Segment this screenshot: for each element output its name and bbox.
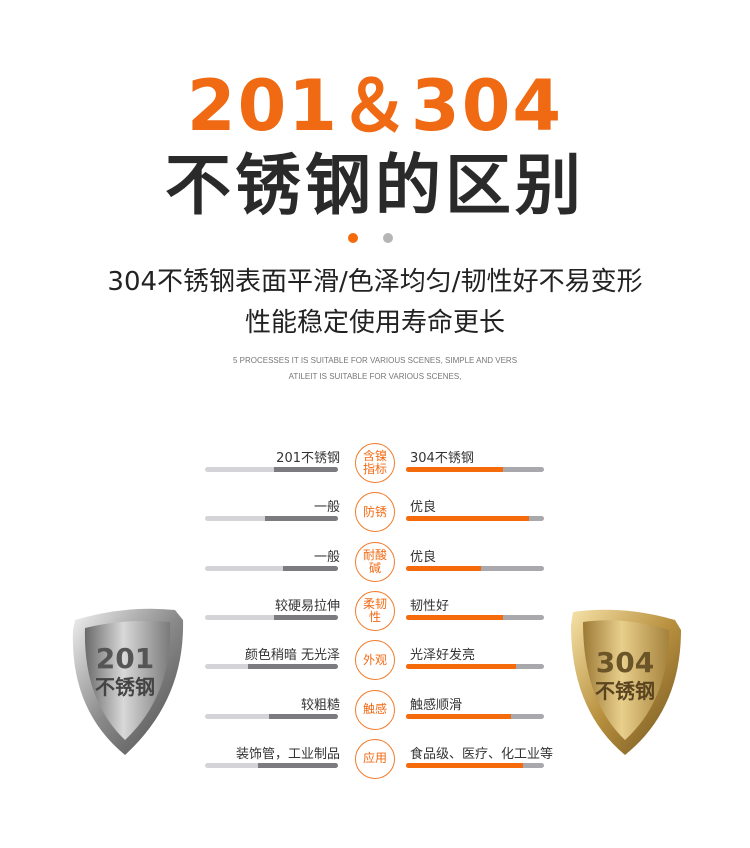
right-label: 韧性好 (410, 598, 450, 614)
comparison-row: 颜色稍暗 无光泽 外观 光泽好发亮 (0, 640, 750, 684)
category-badge: 柔韧性 (355, 590, 395, 631)
pagination-dot[interactable] (383, 233, 393, 243)
left-level-bar (205, 516, 338, 522)
right-label: 触感顺滑 (410, 697, 463, 713)
left-level-fill (258, 762, 338, 768)
comparison-row: 一般 耐酸碱 优良 (0, 541, 750, 586)
category-label: 耐酸碱 (362, 547, 387, 575)
shield-201-number: 201 (96, 642, 154, 675)
left-label: 颜色稍暗 无光泽 (244, 648, 340, 664)
subtitle-line-2: 性能稳定使用寿命更长 (244, 308, 505, 338)
right-level-fill (406, 762, 524, 768)
right-level-bar (406, 516, 544, 522)
left-level-fill (274, 614, 338, 620)
right-level-fill (406, 614, 503, 620)
left-label: 较硬易拉伸 (274, 598, 340, 614)
english-caption-2: ATILEIT IS SUITABLE FOR VARIOUS SCENES, (288, 372, 462, 381)
left-level-fill (264, 516, 338, 522)
shield-304-text: 不锈钢 (595, 679, 655, 703)
right-label: 食品级、医疗、化工业等 (410, 746, 554, 762)
right-level-bar (406, 713, 544, 719)
left-label: 装饰管，工业制品 (235, 746, 340, 762)
left-label: 一般 (313, 500, 340, 516)
category-badge: 触感 (355, 689, 395, 730)
category-label: 应用 (362, 751, 387, 766)
category-label: 防锈 (362, 504, 387, 519)
right-label: 优良 (410, 549, 437, 565)
left-level-fill (247, 664, 338, 670)
pagination-dot-active[interactable] (348, 233, 358, 243)
category-badge: 应用 (355, 738, 395, 779)
shield-304-icon: 304 不锈钢 (571, 609, 681, 755)
category-badge: 外观 (355, 640, 395, 681)
category-label: 外观 (362, 652, 387, 667)
english-caption-1: 5 PROCESSES IT IS SUITABLE FOR VARIOUS S… (232, 356, 518, 365)
left-label: 一般 (313, 549, 340, 565)
left-level-bar (205, 664, 338, 670)
category-badge: 耐酸碱 (355, 541, 395, 582)
shield-304-number: 304 (596, 646, 654, 679)
left-level-bar (205, 762, 338, 768)
right-level-bar (406, 614, 544, 620)
title-line-2: 不锈钢的区别 (165, 147, 585, 224)
left-level-fill (274, 467, 338, 472)
left-level-bar (205, 467, 338, 472)
right-level-fill (406, 713, 511, 719)
right-label: 优良 (410, 500, 437, 516)
title-line-1: 201＆304 (186, 65, 564, 147)
right-label: 光泽好发亮 (410, 648, 476, 664)
right-level-bar (406, 565, 544, 571)
right-level-fill (406, 516, 529, 522)
left-level-bar (205, 565, 338, 571)
right-level-bar (406, 762, 544, 768)
left-level-bar (205, 614, 338, 620)
category-label: 柔韧性 (362, 596, 387, 624)
shield-201-icon: 201 不锈钢 (72, 608, 184, 755)
left-level-fill (268, 713, 338, 719)
left-label: 较粗糙 (300, 697, 340, 713)
right-level-fill (406, 664, 517, 670)
shield-201-text: 不锈钢 (95, 675, 155, 699)
left-label: 201不锈钢 (276, 451, 340, 466)
right-label: 304不锈钢 (410, 451, 474, 466)
comparison-row: 装饰管，工业制品 应用 食品级、医疗、化工业等 (0, 738, 750, 783)
left-level-fill (283, 565, 338, 571)
right-level-bar (406, 467, 544, 472)
right-level-fill (406, 565, 481, 571)
category-label: 触感 (362, 702, 387, 716)
comparison-row: 一般 防锈 优良 (0, 492, 750, 536)
category-label: 含镍指标 (362, 449, 387, 476)
comparison-row: 较粗糙 触感 触感顺滑 (0, 689, 750, 734)
category-badge: 防锈 (355, 492, 395, 533)
comparison-row: 较硬易拉伸 柔韧性 韧性好 (0, 590, 750, 635)
right-level-fill (406, 467, 503, 472)
comparison-row: 201不锈钢 含镍指标 304不锈钢 (0, 443, 750, 487)
right-level-bar (406, 664, 544, 670)
left-level-bar (205, 713, 338, 719)
category-badge: 含镍指标 (355, 443, 395, 483)
subtitle-line-1: 304不锈钢表面平滑/色泽均匀/韧性好不易变形 (107, 267, 643, 297)
